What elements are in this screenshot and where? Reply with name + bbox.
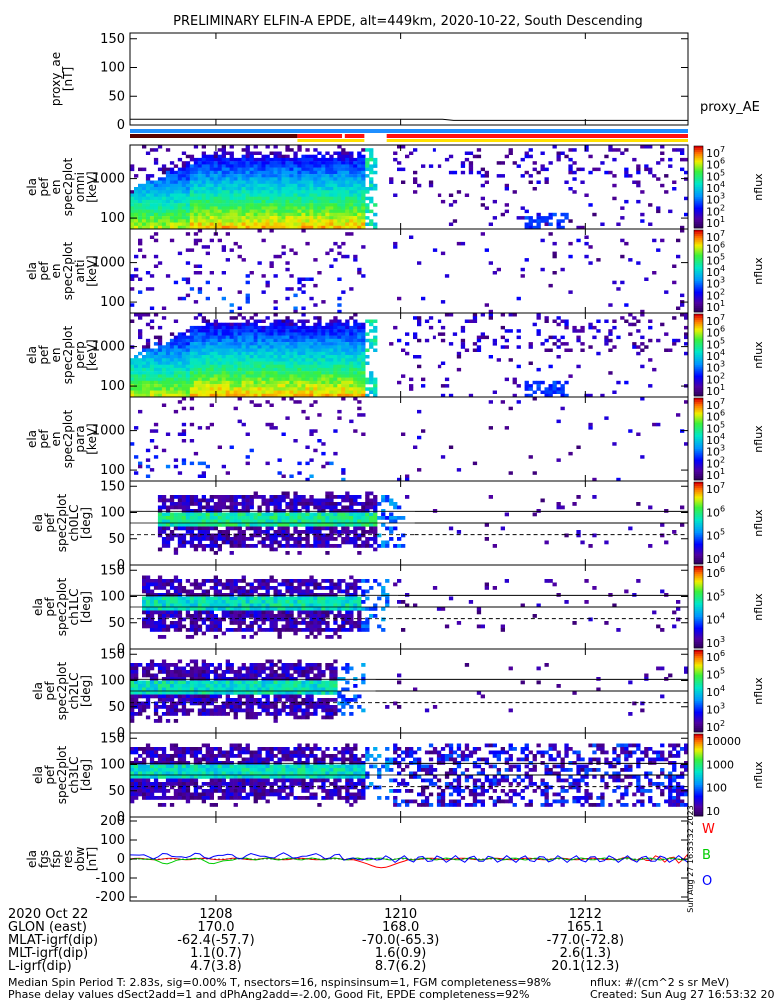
colorbar: 106 105 104 103 nflux <box>694 565 765 650</box>
colorbar-tick: 106 <box>706 504 725 519</box>
y-tick-label: 50 <box>108 700 125 715</box>
y-tick-label: 100 <box>100 295 125 310</box>
colorbar-label: nflux <box>752 173 765 201</box>
y-tick-label: 100 <box>100 833 125 848</box>
fgs-legend-item: W <box>702 822 715 837</box>
y-tick-label: 100 <box>100 61 125 76</box>
y-tick-label: 100 <box>100 211 125 226</box>
status-bar-red-2 <box>345 134 365 138</box>
status-bar-dark <box>130 134 297 138</box>
colorbar-tick: 104 <box>706 684 725 699</box>
y-tick-label: -200 <box>95 890 125 905</box>
colorbar-tick: 10 <box>706 805 720 818</box>
colorbar-label: nflux <box>752 677 765 705</box>
colorbar-label: nflux <box>752 257 765 285</box>
colorbar-tick: 101 <box>706 299 725 314</box>
status-bar-red-3 <box>387 134 688 138</box>
fgs-legend-item: O <box>702 874 712 889</box>
y-tick-label: 150 <box>100 647 125 662</box>
colorbar-tick: 10000 <box>706 735 741 748</box>
colorbar-label: nflux <box>752 509 765 537</box>
colorbar: 10000 1000 100 10 nflux <box>694 734 765 818</box>
colorbar-tick: 106 <box>706 565 725 580</box>
colorbar-tick: 102 <box>706 719 725 734</box>
colorbar-tick: 104 <box>706 612 725 627</box>
y-tick-label: 200 <box>100 814 125 829</box>
y-tick-label: 0 <box>117 852 125 867</box>
y-tick-label: 100 <box>100 506 125 521</box>
y-tick-label: 0 <box>117 118 125 133</box>
y-tick-label: 150 <box>100 731 125 746</box>
colorbar-tick: 100 <box>706 782 727 795</box>
y-axis-label: [keV] <box>85 255 99 286</box>
footer-created: Created: Sun Aug 27 16:53:32 2023 <box>590 988 775 1000</box>
colorbar: 107 106 105 104 nflux <box>694 481 765 566</box>
proxy-ae-label: proxy_AE <box>700 100 760 115</box>
colorbar-label: nflux <box>752 341 765 369</box>
colorbar-tick: 105 <box>706 588 725 603</box>
colorbars-layer: 107106105104103102101nflux10710610510410… <box>694 145 765 818</box>
colorbar-tick: 106 <box>706 649 725 664</box>
y-tick-label: 100 <box>100 379 125 394</box>
colorbar-tick: 101 <box>706 383 725 398</box>
y-tick-label: 100 <box>100 590 125 605</box>
y-axis-label: [deg] <box>79 507 93 539</box>
spectrogram-layer <box>130 145 688 807</box>
time-row-value: 4.7(3.8) <box>190 959 242 974</box>
colorbar-tick: 107 <box>706 481 725 496</box>
y-tick-label: 100 <box>100 674 125 689</box>
colorbar-tick: 101 <box>706 215 725 230</box>
panel-frame <box>130 397 688 481</box>
status-bar-blue <box>130 129 688 133</box>
proxy-ae-line <box>130 119 688 120</box>
y-tick-label: 50 <box>108 532 125 547</box>
y-axis-label: [deg] <box>79 591 93 623</box>
status-bar-yellow-2 <box>387 139 688 142</box>
figure-title: PRELIMINARY ELFIN-A EPDE, alt=449km, 202… <box>173 14 643 29</box>
y-axis-label: [nT] <box>85 847 99 871</box>
status-bar-red-1 <box>297 134 342 138</box>
y-tick-label: -100 <box>95 871 125 886</box>
y-tick-label: 50 <box>108 616 125 631</box>
y-axis-label: [nT] <box>61 67 75 91</box>
y-tick-label: 150 <box>100 32 125 47</box>
y-tick-label: 150 <box>100 479 125 494</box>
colorbar-tick: 1000 <box>706 758 734 771</box>
colorbar-tick: 101 <box>706 467 725 482</box>
colorbar-label: nflux <box>752 593 765 621</box>
status-bar-yellow-1 <box>297 139 364 142</box>
y-tick-label: 50 <box>108 784 125 799</box>
y-axis-label: [keV] <box>85 171 99 202</box>
colorbar-label: nflux <box>752 761 765 789</box>
y-tick-label: 100 <box>100 758 125 773</box>
footer-line-2: Phase delay values dSect2add=1 and dPhAn… <box>8 988 529 1000</box>
time-row-value: 20.1(12.3) <box>551 959 619 974</box>
y-axis-label: [deg] <box>79 759 93 791</box>
panel-frame <box>130 33 688 125</box>
y-tick-label: 100 <box>100 463 125 478</box>
colorbar-tick: 103 <box>706 702 725 717</box>
y-axis-label: [keV] <box>85 423 99 454</box>
side-stamp: Sun Aug 27 16:53:32 2023 <box>686 805 695 912</box>
colorbar-label: nflux <box>752 425 765 453</box>
time-row-label: L-igrf(dip) <box>8 959 72 974</box>
status-bars <box>130 129 688 142</box>
y-tick-label: 50 <box>108 89 125 104</box>
time-row-value: 8.7(6.2) <box>375 959 427 974</box>
colorbar-tick: 105 <box>706 528 725 543</box>
colorbar-tick: 103 <box>706 635 725 650</box>
colorbar-tick: 104 <box>706 551 725 566</box>
fgs-legend-item: B <box>702 848 711 863</box>
colorbar-tick: 105 <box>706 667 725 682</box>
y-axis-label: [deg] <box>79 675 93 707</box>
colorbar: 106 105 104 103 102 nflux <box>694 649 765 734</box>
y-axis-label: [keV] <box>85 339 99 370</box>
y-tick-label: 150 <box>100 563 125 578</box>
